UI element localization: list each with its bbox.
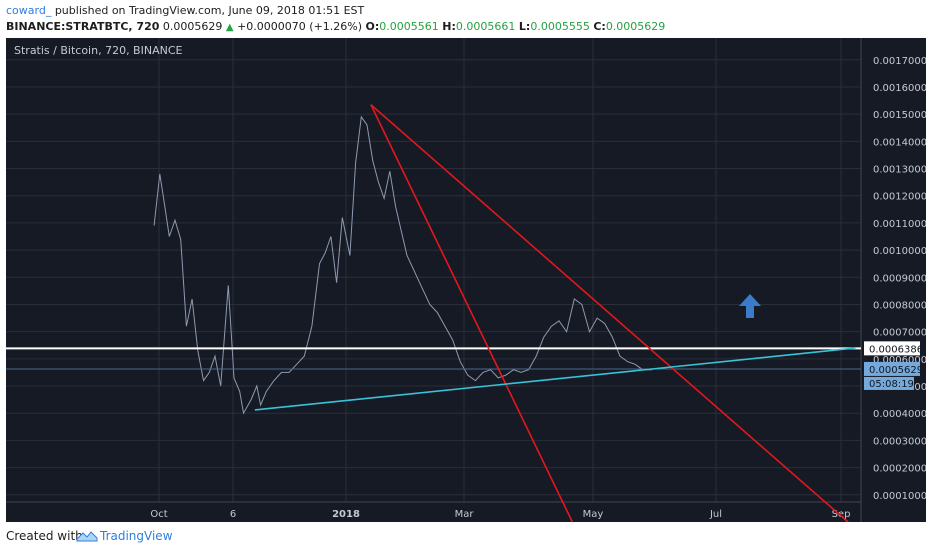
tradingview-link[interactable]: TradingView [100, 529, 173, 543]
y-tick-label: 0.0004000 [873, 409, 926, 420]
y-tick-label: 0.0002000 [873, 464, 926, 475]
x-tick-label: Oct [150, 509, 167, 520]
high-value: 0.0005661 [455, 20, 516, 33]
symbol-label: BINANCE:STRATBTC, 720 [6, 20, 160, 33]
x-tick-label: May [583, 509, 604, 520]
y-tick-label: 0.0001000 [873, 491, 926, 502]
y-tick-label: 0.0017000 [873, 56, 926, 67]
chart-area[interactable]: 0.0001000 0.0002000 0.0003000 0.0004000 0.00… [6, 38, 926, 522]
cyan-support-trendline [254, 347, 856, 411]
y-tick-label: 0.0003000 [873, 436, 926, 447]
countdown-label: 05:08:19 [869, 379, 914, 390]
chart-background [6, 38, 926, 522]
footer: Created with TradingView [0, 522, 932, 550]
last-price: 0.0005629 [162, 20, 223, 33]
published-text: published on TradingView.com, June 09, 2… [54, 4, 365, 17]
chart-title: Stratis / Bitcoin, 720, BINANCE [14, 44, 183, 57]
last-price-label-background [864, 361, 920, 376]
red-trendline-upper [370, 104, 849, 522]
low-label: L: [518, 20, 531, 33]
x-tick-label: 2018 [332, 509, 360, 520]
level-price-label: 0.0006386 [869, 344, 923, 355]
quote-line: BINANCE:STRATBTC, 720 0.0005629 ▲ +0.000… [6, 20, 665, 33]
level-price-label-background [864, 341, 920, 356]
author-link[interactable]: coward_ [6, 4, 52, 17]
header: coward_ published on TradingView.com, Ju… [0, 0, 932, 38]
countdown-background [864, 376, 914, 390]
x-tick-label: Sep [832, 509, 851, 520]
x-tick-label: Mar [455, 509, 475, 520]
partial-tick-label: 0.0006000 [873, 355, 926, 366]
y-tick-label: 0.0010000 [873, 246, 926, 257]
y-tick-label: 0.0007000 [873, 328, 926, 339]
price-change: +0.0000070 (+1.26%) [237, 20, 363, 33]
close-value: 0.0005629 [605, 20, 666, 33]
last-price-label: 0.0005629 [869, 365, 923, 376]
publish-line: coward_ published on TradingView.com, Ju… [6, 4, 364, 17]
created-with-text: Created with [6, 529, 83, 543]
y-tick-label: 0.0011000 [873, 219, 926, 230]
open-label: O: [365, 20, 380, 33]
low-value: 0.0005555 [530, 20, 590, 33]
price-chart[interactable]: 0.0001000 0.0002000 0.0003000 0.0004000 0.00… [6, 38, 926, 522]
x-tick-label: Jul [709, 509, 722, 520]
y-tick-label: 0.0016000 [873, 83, 926, 94]
high-label: H: [442, 20, 456, 33]
price-line [153, 115, 653, 415]
y-tick-label: 0.0008000 [873, 300, 926, 311]
y-tick-label: 0.0014000 [873, 137, 926, 148]
up-arrow-icon [739, 294, 761, 318]
close-label: C: [593, 20, 606, 33]
tradingview-logo-icon [76, 531, 98, 542]
y-tick-label: 0.0013000 [873, 165, 926, 176]
open-value: 0.0005561 [379, 20, 439, 33]
change-up-icon: ▲ [225, 22, 234, 33]
red-trendline-steep [370, 104, 574, 522]
y-tick-label: 0.0012000 [873, 192, 926, 203]
x-tick-label: 6 [230, 509, 236, 520]
y-tick-label: 0.0015000 [873, 110, 926, 121]
y-tick-label: 0.0009000 [873, 273, 926, 284]
